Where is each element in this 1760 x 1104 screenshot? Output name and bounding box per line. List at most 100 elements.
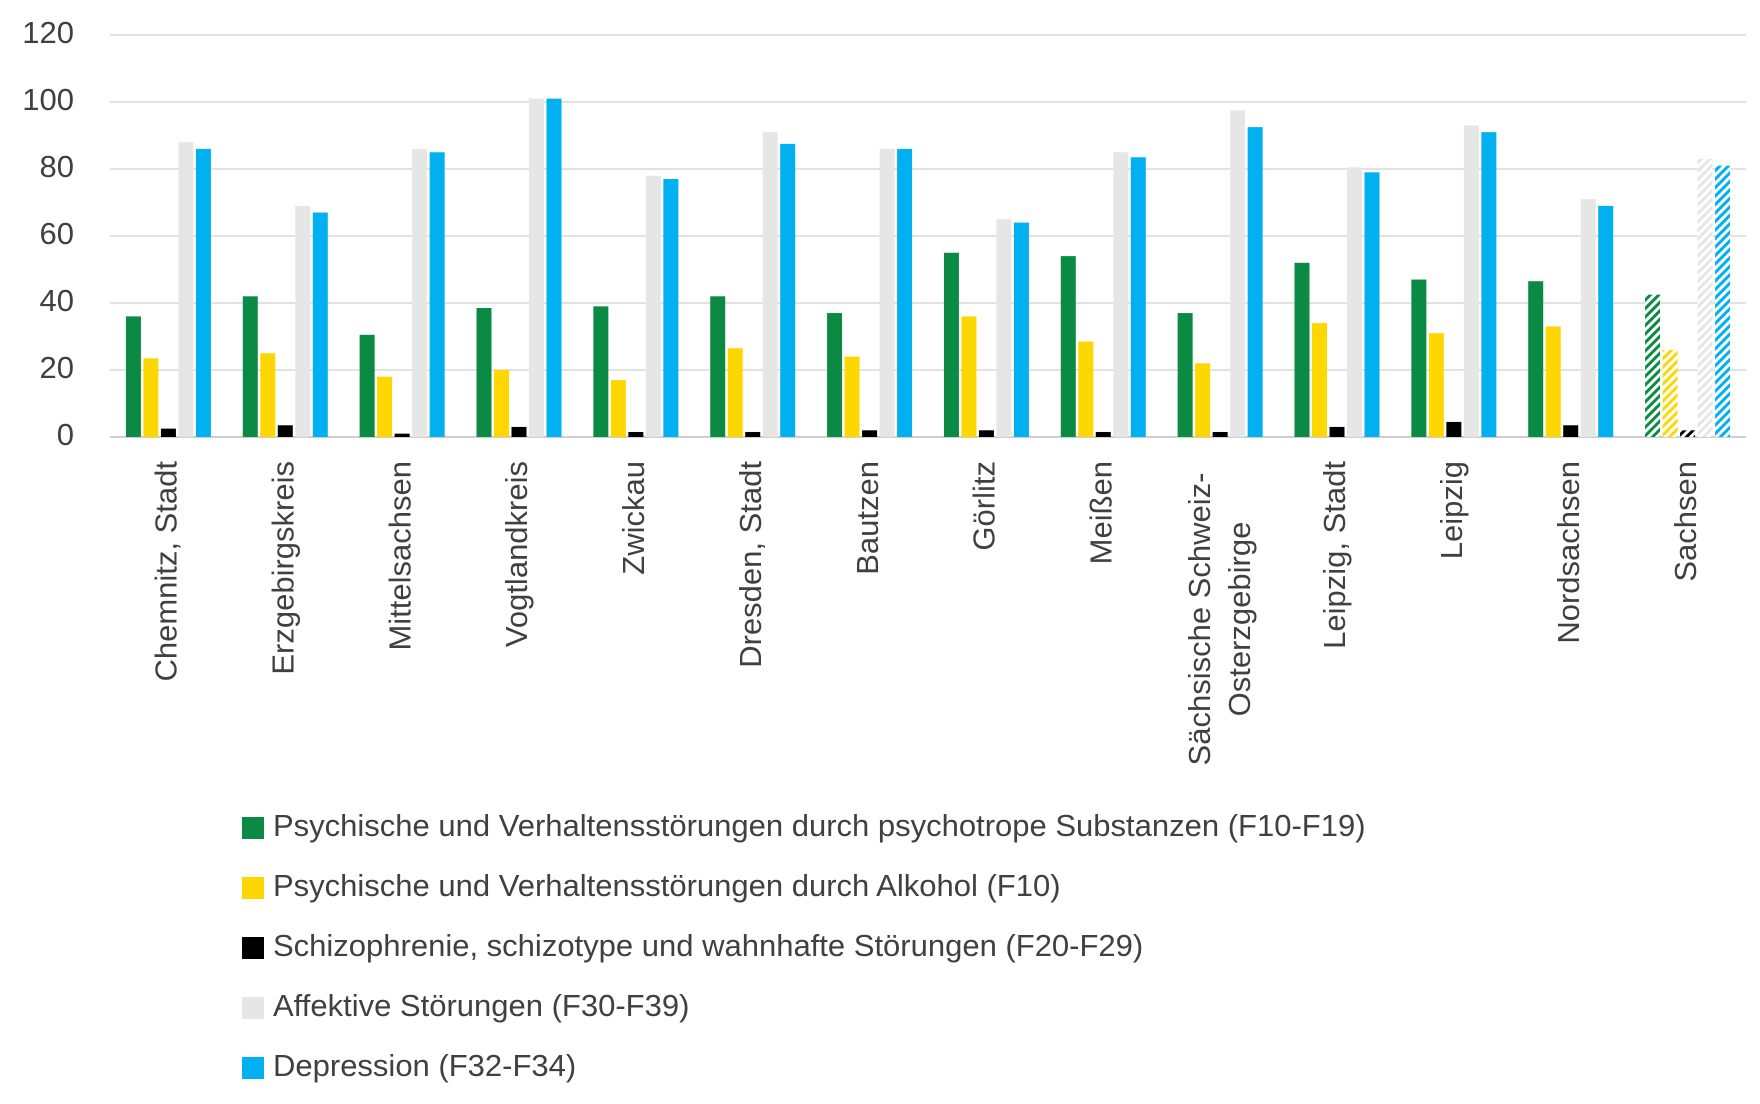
legend-swatch bbox=[242, 937, 264, 959]
bar bbox=[1130, 157, 1146, 437]
bar bbox=[242, 296, 258, 437]
x-tick-label: Nordsachsen bbox=[1551, 461, 1586, 644]
x-tick-label: Leipzig, Stadt bbox=[1317, 461, 1352, 649]
bar bbox=[1563, 425, 1579, 437]
bar bbox=[1715, 165, 1731, 437]
x-tick-label: Bautzen bbox=[850, 461, 885, 575]
x-tick-label: Erzgebirgskreis bbox=[265, 461, 300, 675]
bar bbox=[160, 428, 176, 437]
bar bbox=[1598, 205, 1614, 437]
bar bbox=[1645, 294, 1661, 437]
x-tick-label: Sächsische Schweiz- Osterzgebirge bbox=[1182, 473, 1257, 766]
y-tick-label: 40 bbox=[40, 283, 74, 318]
bar bbox=[1697, 158, 1713, 437]
bar bbox=[745, 431, 761, 437]
bar bbox=[961, 316, 977, 437]
bar bbox=[1294, 262, 1310, 437]
bar bbox=[1481, 132, 1497, 437]
bar bbox=[494, 370, 509, 437]
bar bbox=[780, 143, 796, 437]
y-tick-label: 100 bbox=[22, 82, 74, 117]
bar bbox=[1662, 349, 1678, 437]
x-tick-label: Görlitz bbox=[967, 461, 1002, 551]
bar bbox=[143, 358, 159, 437]
bar bbox=[125, 316, 141, 437]
y-tick-label: 80 bbox=[40, 149, 74, 184]
bar bbox=[1680, 430, 1696, 437]
bar bbox=[476, 308, 492, 437]
bar bbox=[879, 148, 895, 437]
bar bbox=[195, 148, 211, 437]
bar bbox=[1329, 426, 1345, 437]
bar bbox=[1095, 431, 1111, 437]
bar bbox=[260, 353, 276, 437]
bar bbox=[1528, 281, 1544, 437]
bar bbox=[1428, 333, 1444, 437]
bar bbox=[1347, 167, 1362, 437]
bar bbox=[511, 426, 527, 437]
x-tick-label: Leipzig bbox=[1434, 461, 1469, 559]
bar bbox=[1463, 125, 1479, 437]
bar bbox=[429, 152, 445, 437]
bar bbox=[1060, 256, 1076, 437]
x-tick-label: Dresden, Stadt bbox=[733, 461, 768, 668]
bar bbox=[1446, 421, 1462, 437]
bar bbox=[377, 376, 393, 437]
bar bbox=[1177, 313, 1193, 437]
x-tick-label: Chemnitz, Stadt bbox=[149, 461, 184, 682]
bar bbox=[312, 212, 328, 437]
legend-label: Schizophrenie, schizotype und wahnhafte … bbox=[273, 928, 1143, 963]
x-tick-label: Sachsen bbox=[1668, 461, 1703, 582]
y-tick-label: 20 bbox=[40, 350, 74, 385]
bar bbox=[1580, 199, 1596, 437]
bar bbox=[277, 425, 293, 437]
legend-label: Depression (F32-F34) bbox=[273, 1048, 576, 1083]
legend-label: Psychische und Verhaltensstörungen durch… bbox=[273, 868, 1061, 903]
y-tick-label: 120 bbox=[22, 15, 74, 50]
bar bbox=[897, 148, 913, 437]
bar bbox=[1411, 279, 1427, 437]
x-tick-label: Meißen bbox=[1083, 461, 1118, 564]
legend-swatch bbox=[242, 1057, 264, 1079]
legend-swatch bbox=[242, 877, 264, 899]
bar bbox=[546, 98, 562, 438]
bar bbox=[529, 98, 544, 438]
y-tick-label: 0 bbox=[57, 417, 74, 452]
bar bbox=[412, 148, 428, 437]
bar bbox=[710, 296, 726, 437]
bar bbox=[1545, 326, 1561, 437]
bar bbox=[645, 175, 661, 437]
x-tick-label: Mittelsachsen bbox=[382, 461, 417, 651]
legend-swatch bbox=[242, 997, 264, 1019]
bar bbox=[1230, 110, 1246, 437]
legend-label: Psychische und Verhaltensstörungen durch… bbox=[273, 808, 1366, 843]
legend-label: Affektive Störungen (F30-F39) bbox=[273, 988, 689, 1023]
bar bbox=[1212, 431, 1228, 437]
bar bbox=[1312, 323, 1327, 437]
bar bbox=[727, 348, 743, 437]
bar bbox=[1078, 341, 1094, 437]
bar bbox=[1364, 172, 1380, 437]
bar bbox=[762, 132, 778, 437]
bar bbox=[996, 219, 1012, 437]
bar bbox=[593, 306, 609, 437]
bar bbox=[1013, 222, 1029, 437]
bar bbox=[827, 313, 843, 437]
bar bbox=[844, 356, 860, 437]
x-tick-label: Vogtlandkreis bbox=[499, 461, 534, 647]
bar bbox=[394, 433, 410, 437]
bar bbox=[943, 252, 959, 437]
bar bbox=[610, 380, 626, 437]
bar bbox=[1113, 152, 1129, 437]
x-tick-label: Zwickau bbox=[616, 461, 651, 575]
bar bbox=[359, 334, 375, 437]
bar bbox=[663, 179, 679, 438]
bar bbox=[862, 430, 878, 437]
bar bbox=[178, 142, 194, 437]
bar bbox=[295, 205, 311, 437]
y-tick-label: 60 bbox=[40, 216, 74, 251]
legend-swatch bbox=[242, 817, 264, 839]
bar bbox=[1195, 363, 1211, 437]
bar bbox=[978, 430, 994, 437]
